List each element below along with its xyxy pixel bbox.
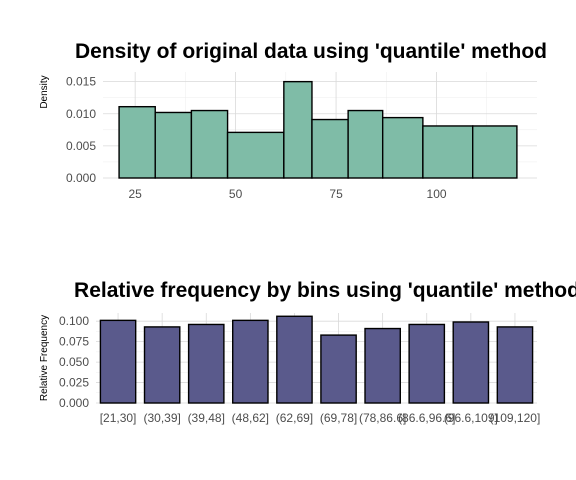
chart-2-y-tick-label: 0.100 xyxy=(59,314,89,328)
chart-2-bar xyxy=(143,326,181,404)
chart-1-histogram-bar xyxy=(347,109,384,179)
chart-2-bar xyxy=(187,323,225,404)
chart-1-histogram-bar xyxy=(283,80,313,179)
chart-1-histogram-bar xyxy=(472,125,518,179)
chart-2-x-tick-label: (30,39] xyxy=(143,411,180,425)
chart-2-bar xyxy=(232,319,269,404)
chart-2-y-tick-label: 0.000 xyxy=(59,396,89,410)
chart-2-x-tick-label: (69,78] xyxy=(320,411,357,425)
chart-1-histogram-bar xyxy=(190,109,229,179)
chart-1-title: Density of original data using 'quantile… xyxy=(75,40,547,63)
chart-1-x-tick-label: 50 xyxy=(229,187,243,201)
chart-2-y-tick-label: 0.075 xyxy=(59,335,89,349)
chart-2-x-tick-label: (39,48] xyxy=(188,411,225,425)
chart-1-histogram-bars xyxy=(118,80,518,179)
chart-2-bar xyxy=(320,334,357,404)
chart-2-x-tick-label: (78,86.6] xyxy=(359,411,406,425)
chart-1-histogram-bar xyxy=(226,131,285,179)
chart-2-x-tick-label: (96.6,109] xyxy=(444,411,498,425)
chart-1-y-tick-label: 0.005 xyxy=(66,139,96,153)
chart-2-x-tick-label: (62,69] xyxy=(276,411,313,425)
chart-1-histogram-bar xyxy=(154,111,193,179)
chart-2-bar xyxy=(99,319,137,404)
chart-1-histogram-bar xyxy=(118,105,156,179)
chart-2-x-tick-label: (48,62] xyxy=(232,411,269,425)
chart-1-x-tick-label: 25 xyxy=(128,187,142,201)
chart-2-bar xyxy=(408,323,446,404)
chart-2-y-axis-label: Relative Frequency xyxy=(39,315,50,401)
chart-1-histogram-bar xyxy=(311,118,349,179)
chart-2-y-tick-label: 0.025 xyxy=(59,376,89,390)
chart-2-bar xyxy=(452,321,490,404)
chart-2-title: Relative frequency by bins using 'quanti… xyxy=(74,279,576,302)
chart-2-x-ticks: [21,30] (30,39] (39,48] (48,62] (62,69] (69,7… xyxy=(100,411,541,425)
chart-2-bars xyxy=(99,315,534,404)
chart-2-bar xyxy=(496,326,534,404)
chart-1-histogram-bar xyxy=(381,116,424,179)
chart-2-bar xyxy=(364,327,401,404)
chart-1-y-tick-label: 0.015 xyxy=(66,75,96,89)
chart-1-y-tick-label: 0.000 xyxy=(66,171,96,185)
chart-1-x-ticks: 25 50 75 100 xyxy=(128,187,446,201)
chart-2-x-tick-label: [21,30] xyxy=(100,411,137,425)
chart-1-y-axis-label: Density xyxy=(39,75,50,108)
chart-2-y-tick-label: 0.050 xyxy=(59,355,89,369)
chart-2-x-tick-label: (86.6,96.6] xyxy=(398,411,455,425)
chart-1-x-tick-label: 75 xyxy=(329,187,343,201)
chart-1-x-tick-label: 100 xyxy=(427,187,447,201)
chart-2-x-tick-label: (109,120] xyxy=(490,411,541,425)
chart-2-bar xyxy=(276,315,313,404)
chart-2-y-ticks: 0.000 0.025 0.050 0.075 0.100 xyxy=(59,314,89,410)
chart-1-y-tick-label: 0.010 xyxy=(66,107,96,121)
chart-1-histogram-bar xyxy=(422,125,474,179)
chart-1-y-ticks: 0.000 0.005 0.010 0.015 xyxy=(66,75,96,185)
